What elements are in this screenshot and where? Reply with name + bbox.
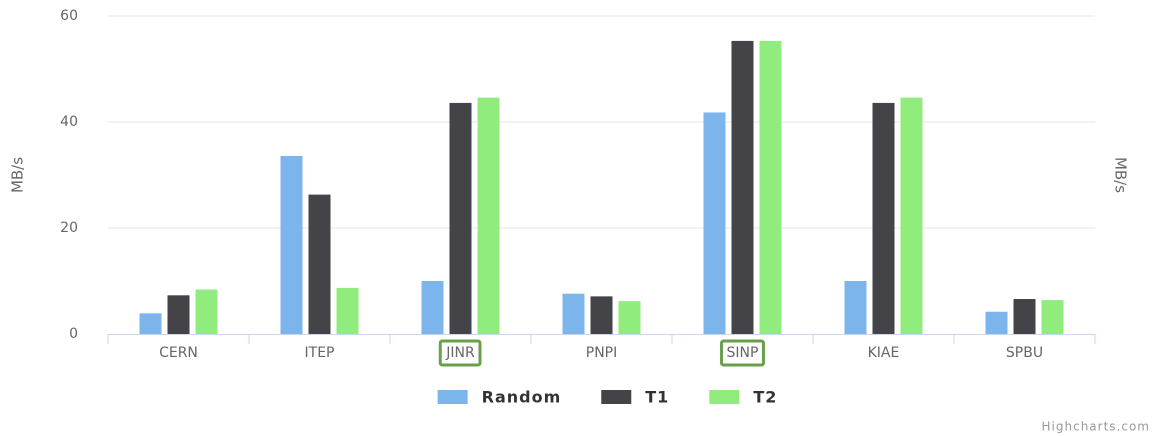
bar [731, 40, 754, 334]
bar [759, 40, 782, 334]
bar [308, 194, 331, 334]
bar [618, 301, 641, 334]
bar [872, 102, 895, 334]
x-tick-label: SPBU [1006, 345, 1043, 361]
bar [421, 281, 444, 334]
bar [336, 287, 359, 334]
bar [590, 296, 613, 334]
x-tick-label: CERN [159, 345, 198, 361]
x-tick-label: PNPI [586, 345, 618, 361]
bar [844, 281, 867, 334]
bar [477, 97, 500, 335]
y-tick-label: 60 [60, 8, 78, 24]
highlight-box [720, 339, 765, 367]
legend-label: T1 [645, 388, 669, 407]
x-tick-label: JINR [445, 345, 475, 361]
bar [167, 295, 190, 334]
highlight-box [438, 339, 482, 367]
bar [449, 102, 472, 334]
y2-axis-title: MB/s [1112, 157, 1130, 193]
bar [562, 293, 585, 334]
legend-label: Random [482, 388, 562, 407]
bar [195, 289, 218, 334]
credits: Highcharts.com [1042, 420, 1150, 434]
y-tick-label: 20 [60, 220, 78, 236]
bar [703, 112, 726, 335]
bar [139, 313, 162, 334]
x-tick-label: ITEP [305, 345, 335, 361]
bar [280, 155, 303, 334]
x-tick-label: KIAE [868, 345, 900, 361]
bar [900, 97, 923, 335]
bar [1013, 299, 1036, 334]
bar [985, 311, 1008, 334]
legend-label: T2 [753, 388, 777, 407]
legend-swatch [709, 390, 740, 404]
legend-swatch [601, 390, 632, 404]
y-tick-label: 0 [69, 326, 78, 342]
bar [1041, 300, 1064, 334]
y-axis-title: MB/s [9, 157, 27, 193]
y-tick-label: 40 [60, 114, 78, 130]
x-tick-label: SINP [727, 345, 759, 361]
legend-swatch [437, 390, 468, 404]
